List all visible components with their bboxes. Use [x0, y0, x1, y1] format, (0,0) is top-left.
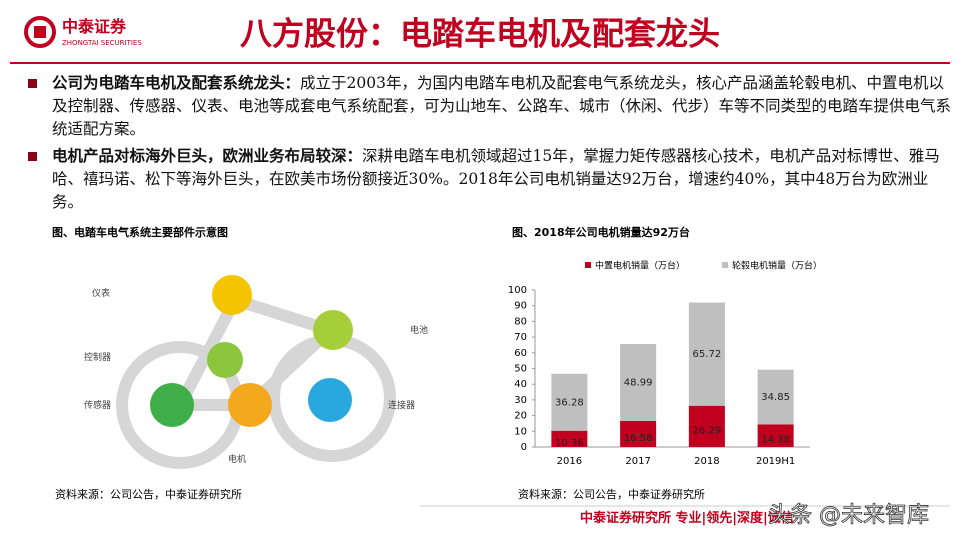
y-tick-label: 60: [514, 348, 527, 359]
bullet: 公司为电踏车电机及配套系统龙头：成立于2003年，为国内电踏车电机及配套电气系统…: [28, 72, 957, 141]
icon: [308, 378, 352, 422]
bullet-text: 成立于2003年，为国内电踏车电机及配套电气系统龙头，核心产品涵盖轮毂电机、中置…: [52, 74, 952, 138]
part-label: 电机: [228, 453, 246, 465]
y-tick-label: 20: [514, 411, 527, 422]
part-label: 控制器: [84, 351, 111, 363]
logo-name: 中泰证券: [62, 17, 127, 36]
value-label: 34.85: [761, 392, 790, 403]
bullet-lead: 公司为电踏车电机及配套系统龙头：: [52, 74, 301, 92]
y-tick-label: 50: [514, 364, 527, 375]
logo-mark: [24, 16, 56, 48]
y-tick-label: 80: [514, 316, 527, 327]
value-label: 65.72: [693, 349, 722, 360]
part-label: 传感器: [84, 399, 111, 411]
bullet: 电机产品对标海外巨头，欧洲业务布局较深：深耕电踏车电机领域超过15年，掌握力矩传…: [28, 145, 957, 214]
legend-label: 轮毂电机销量（万台）: [732, 260, 822, 272]
figure-caption: 图、电踏车电气系统主要部件示意图: [52, 225, 228, 239]
x-tick-label: 2016: [557, 456, 582, 467]
footer-text: 中泰证券研究所 专业|领先|深度|诚信: [580, 510, 794, 526]
icon: [228, 383, 272, 427]
watermark: 头条 @未来智库: [768, 503, 929, 528]
bullet-text: 深耕电踏车电机领域超过15年，掌握力矩传感器核心技术，电机产品对标博世、雅马哈、…: [52, 147, 940, 211]
part-label: 电池: [410, 324, 428, 336]
y-tick-label: 30: [514, 395, 527, 406]
y-tick-label: 0: [521, 442, 527, 453]
x-tick-label: 2019H1: [756, 456, 795, 467]
bullet-lead: 电机产品对标海外巨头，欧洲业务布局较深：: [52, 147, 363, 165]
x-tick-label: 2018: [694, 456, 719, 467]
bar-segment: [688, 302, 725, 406]
legend-swatch: [722, 262, 728, 268]
bar-segment: [551, 373, 588, 431]
source: 资料来源：公司公告，中泰证券研究所: [518, 487, 705, 501]
bar-segment: [757, 369, 794, 425]
value-label: 26.29: [693, 425, 722, 436]
value-label: 48.99: [624, 378, 653, 389]
logo-mark: [34, 26, 46, 38]
part-label: 连接器: [388, 399, 415, 411]
logo-sub: ZHONGTAI SECURITIES: [62, 39, 142, 47]
value-label: 16.58: [624, 433, 653, 444]
x-tick-label: 2017: [625, 456, 650, 467]
y-tick-label: 90: [514, 301, 527, 312]
icon: [313, 310, 353, 350]
icon: [150, 383, 194, 427]
slide-title: 八方股份：电踏车电机及配套龙头: [240, 15, 720, 53]
icon: [207, 342, 243, 378]
bar-segment: [620, 420, 657, 447]
bike-illustration: [116, 284, 396, 469]
part-label: 仪表: [92, 287, 110, 299]
legend-label: 中置电机销量（万台）: [595, 260, 685, 272]
legend-swatch: [585, 262, 591, 268]
y-tick-label: 10: [514, 426, 527, 437]
y-tick-label: 100: [508, 285, 527, 296]
chart-title: 图、2018年公司电机销量达92万台: [512, 225, 690, 239]
bar-segment: [688, 405, 725, 447]
value-label: 14.38: [761, 435, 790, 446]
bar-segment: [551, 430, 588, 447]
bar-segment: [757, 424, 794, 447]
source: 资料来源：公司公告，中泰证券研究所: [55, 487, 242, 501]
y-tick-label: 70: [514, 332, 527, 343]
value-label: 36.28: [555, 397, 584, 408]
value-label: 10.36: [555, 438, 584, 449]
y-tick-label: 40: [514, 379, 527, 390]
bar-segment: [620, 344, 657, 421]
icon: [212, 275, 252, 315]
